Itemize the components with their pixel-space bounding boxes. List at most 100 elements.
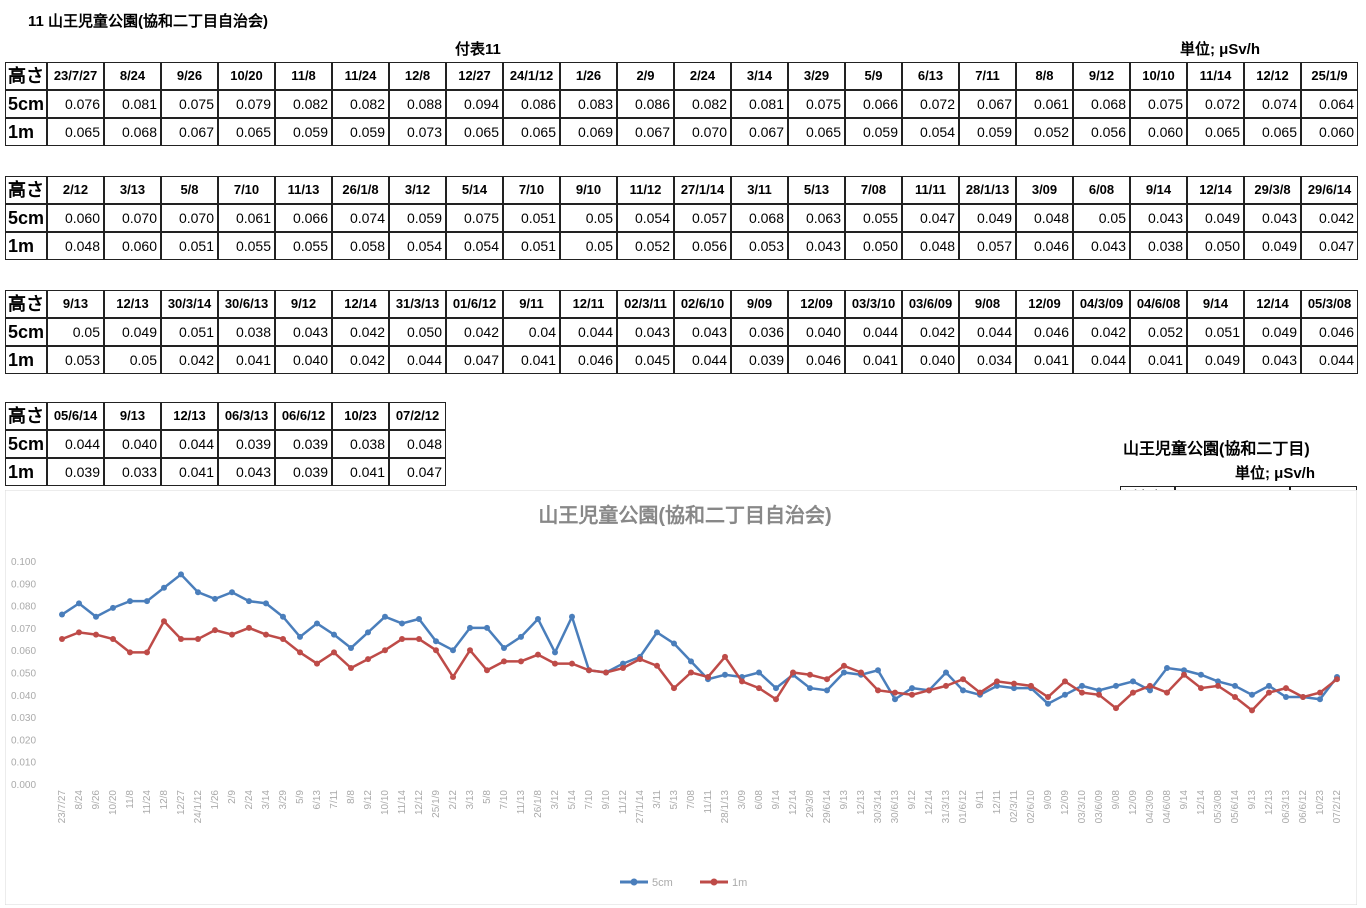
point [824, 687, 830, 694]
value-cell: 0.033 [104, 458, 161, 486]
date-header: 8/8 [1016, 62, 1073, 90]
value-cell: 0.04 [503, 318, 560, 346]
point [841, 669, 847, 676]
point [416, 615, 422, 622]
point [756, 669, 762, 676]
value-cell: 0.046 [1016, 232, 1073, 260]
unit: 単位; μSv/h [1180, 41, 1261, 58]
value-cell: 0.041 [1016, 346, 1073, 374]
x-tick-label: 12/13 [856, 790, 867, 815]
value-cell: 0.041 [1130, 346, 1187, 374]
point [382, 613, 388, 620]
date-header: 12/11 [560, 290, 617, 318]
point [1011, 685, 1017, 692]
point [246, 624, 252, 631]
date-header: 04/3/09 [1073, 290, 1130, 318]
point [331, 649, 337, 656]
x-tick-label: 11/8 [125, 790, 136, 809]
x-tick-label: 26/1/8 [533, 790, 544, 818]
point [178, 636, 184, 643]
point [1079, 682, 1085, 689]
point [1096, 687, 1102, 694]
date-header: 26/1/8 [332, 176, 389, 204]
point [1300, 694, 1306, 701]
point [875, 687, 881, 694]
date-header: 12/13 [161, 402, 218, 430]
point [1096, 691, 1102, 698]
chart-frame [5, 490, 1357, 905]
date-header: 11/12 [617, 176, 674, 204]
point [314, 620, 320, 627]
point [552, 649, 558, 656]
point [773, 685, 779, 692]
value-cell: 0.040 [788, 318, 845, 346]
value-cell: 0.038 [332, 430, 389, 458]
point [1130, 689, 1136, 696]
date-header: 03/3/10 [845, 290, 902, 318]
value-cell: 0.05 [47, 318, 104, 346]
date-header: 06/6/12 [275, 402, 332, 430]
value-cell: 0.075 [161, 90, 218, 118]
value-cell: 0.067 [959, 90, 1016, 118]
point [994, 678, 1000, 685]
value-cell: 0.051 [161, 318, 218, 346]
x-tick-label: 3/14 [261, 790, 272, 810]
y-tick-label: 0.030 [11, 713, 36, 724]
value-cell: 0.052 [617, 232, 674, 260]
value-cell: 0.040 [104, 430, 161, 458]
value-cell: 0.042 [1073, 318, 1130, 346]
value-cell: 0.073 [389, 118, 446, 146]
point [501, 644, 507, 651]
value-cell: 0.038 [218, 318, 275, 346]
y-tick-label: 0.020 [11, 735, 36, 746]
value-cell: 0.047 [389, 458, 446, 486]
point [875, 667, 881, 674]
value-cell: 0.051 [1187, 318, 1244, 346]
point [348, 665, 354, 672]
value-cell: 0.049 [104, 318, 161, 346]
row-label: 5cm [5, 90, 47, 118]
point [450, 673, 456, 680]
point [671, 685, 677, 692]
value-cell: 0.055 [275, 232, 332, 260]
point [892, 696, 898, 703]
x-tick-label: 9/14 [771, 790, 782, 810]
point [688, 658, 694, 665]
date-header: 5/9 [845, 62, 902, 90]
point [110, 604, 116, 611]
x-tick-label: 02/6/10 [1026, 790, 1037, 824]
value-cell: 0.049 [1244, 232, 1301, 260]
row-label: 1m [5, 232, 47, 260]
value-cell: 0.066 [845, 90, 902, 118]
value-cell: 0.046 [788, 346, 845, 374]
summary-title: 山王児童公園(協和二丁目) [1123, 441, 1310, 458]
x-tick-label: 10/10 [380, 790, 391, 815]
point [1147, 687, 1153, 694]
value-cell: 0.043 [617, 318, 674, 346]
point [297, 649, 303, 656]
point [348, 644, 354, 651]
value-cell: 0.076 [47, 90, 104, 118]
date-header: 12/13 [104, 290, 161, 318]
point [76, 600, 82, 607]
value-cell: 0.060 [1130, 118, 1187, 146]
x-tick-label: 3/11 [652, 790, 663, 809]
date-header: 7/10 [503, 176, 560, 204]
value-cell: 0.05 [560, 232, 617, 260]
y-tick-label: 0.100 [11, 557, 36, 568]
point [807, 685, 813, 692]
date-header: 5/13 [788, 176, 845, 204]
point [654, 629, 660, 636]
value-cell: 0.043 [218, 458, 275, 486]
date-header: 6/08 [1073, 176, 1130, 204]
x-tick-label: 12/14 [924, 790, 935, 815]
value-cell: 0.051 [161, 232, 218, 260]
x-tick-label: 5/13 [669, 790, 680, 810]
value-cell: 0.040 [275, 346, 332, 374]
point [535, 615, 541, 622]
value-cell: 0.050 [845, 232, 902, 260]
point [365, 629, 371, 636]
legend-label: 5cm [652, 877, 673, 889]
x-tick-label: 9/13 [1247, 790, 1258, 810]
point [382, 647, 388, 654]
